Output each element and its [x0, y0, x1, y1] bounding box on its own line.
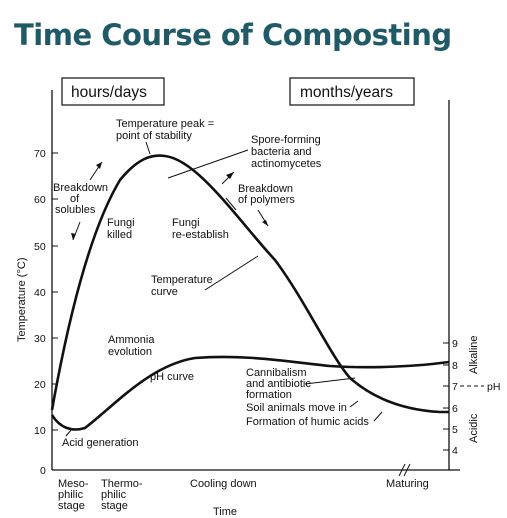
- temperature-curve-label-line2: curve: [151, 286, 178, 298]
- months-years-box: [289, 77, 415, 106]
- breakdown-solubles-line1: Breakdown: [53, 182, 108, 194]
- fungi-reestablish-arrow: [225, 197, 237, 211]
- breakdown-polymers-line2: of polymers: [238, 194, 295, 206]
- spore-forming-line2: bacteria and: [251, 146, 312, 158]
- ammonia-line2: evolution: [108, 346, 152, 358]
- temperature-curve-label-line1: Temperature: [151, 274, 213, 286]
- mesophilic-line2: philic: [58, 489, 84, 501]
- ph-curve-label: pH curve: [150, 371, 194, 383]
- mesophilic-line3: stage: [58, 500, 85, 512]
- y-tick-20: 20: [34, 379, 46, 391]
- y-tick-10: 10: [34, 425, 46, 437]
- fungi-killed-line2: killed: [107, 229, 132, 241]
- ph-tick-7: 7: [452, 381, 458, 393]
- ph-tick-5: 5: [452, 424, 458, 436]
- breakdown-polymers-arrows: [221, 171, 269, 227]
- humic-acids-pointer: [373, 411, 383, 422]
- thermophilic-line2: philic: [101, 489, 127, 501]
- alkaline-label: Alkaline: [468, 335, 480, 374]
- y-tick-70: 70: [34, 148, 46, 160]
- spore-forming-pointer: [167, 149, 249, 179]
- months-years-label: months/years: [300, 84, 393, 101]
- cannibalism-line2: and antibiotic: [246, 378, 311, 390]
- y-axis-title: Temperature (°C): [16, 258, 28, 342]
- breakdown-polymers-line1: Breakdown: [238, 183, 293, 195]
- breakdown-solubles-arrows: [71, 161, 103, 241]
- acidic-label: Acidic: [468, 413, 480, 443]
- humic-acids-label: Formation of humic acids: [246, 416, 369, 428]
- fungi-reestablish-line2: re-establish: [172, 229, 229, 241]
- y-tick-60: 60: [34, 194, 46, 206]
- y-tick-50: 50: [34, 241, 46, 253]
- cooling-down-label: Cooling down: [190, 478, 257, 490]
- soil-animals-pointer: [349, 400, 359, 408]
- cannibalism-pointer: [304, 377, 356, 385]
- hours-days-box: [61, 77, 165, 106]
- temperature-curve: [50, 154, 449, 414]
- y-tick-40: 40: [34, 287, 46, 299]
- page-title: Time Course of Composting: [14, 18, 452, 52]
- y-tick-0: 0: [40, 465, 46, 477]
- ph-tick-9: 9: [452, 338, 458, 350]
- cannibalism-line1: Cannibalism: [246, 367, 307, 379]
- acid-generation-label: Acid generation: [62, 437, 138, 449]
- thermophilic-line1: Thermo-: [101, 478, 143, 490]
- spore-forming-line1: Spore-forming: [251, 134, 321, 146]
- ph-label: pH: [487, 381, 500, 393]
- y-tick-30: 30: [34, 333, 46, 345]
- ph-tick-4: 4: [452, 445, 458, 457]
- spore-forming-line3: actinomycetes: [251, 158, 322, 170]
- axis-break-mark: [398, 463, 406, 477]
- temp-peak-line2: point of stability: [116, 130, 192, 142]
- breakdown-solubles-line3: solubles: [55, 204, 96, 216]
- axis-break-mark: [403, 463, 411, 477]
- fungi-reestablish-line1: Fungi: [172, 217, 200, 229]
- ph-curve: [50, 355, 450, 431]
- soil-animals-label: Soil animals move in: [246, 402, 347, 414]
- breakdown-solubles-line2: of: [70, 193, 80, 205]
- temp-peak-pointer: [145, 141, 151, 155]
- ph-tick-6: 6: [452, 403, 458, 415]
- acid-generation-pointer: [65, 428, 73, 437]
- thermophilic-line3: stage: [101, 500, 128, 512]
- left-y-ticks: [52, 152, 58, 471]
- right-ph-ticks: [443, 342, 449, 451]
- temperature-curve-pointer: [204, 255, 259, 291]
- mesophilic-line1: Meso-: [58, 478, 89, 490]
- hours-days-label: hours/days: [71, 84, 147, 101]
- ammonia-line1: Ammonia: [108, 334, 155, 346]
- maturing-label: Maturing: [386, 478, 429, 490]
- cannibalism-line3: formation: [246, 389, 292, 401]
- fungi-killed-line1: Fungi: [107, 217, 135, 229]
- temp-peak-line1: Temperature peak =: [116, 118, 214, 130]
- ph-tick-8: 8: [452, 360, 458, 372]
- x-axis-title: Time: [213, 506, 237, 518]
